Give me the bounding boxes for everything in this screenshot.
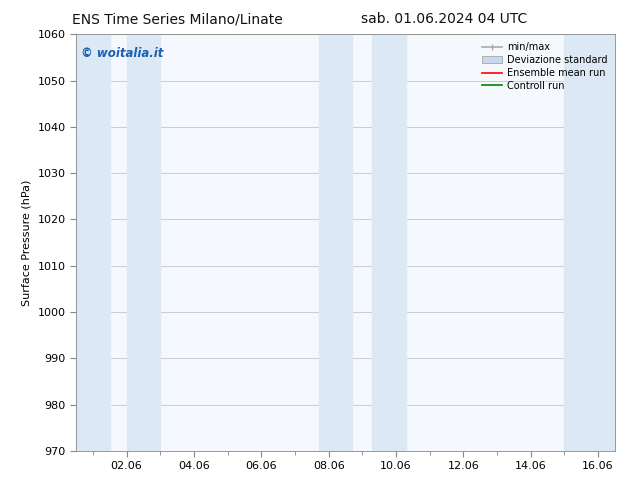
Text: sab. 01.06.2024 04 UTC: sab. 01.06.2024 04 UTC [361, 12, 527, 26]
Text: ENS Time Series Milano/Linate: ENS Time Series Milano/Linate [72, 12, 283, 26]
Text: © woitalia.it: © woitalia.it [81, 47, 164, 60]
Bar [127, 34, 160, 451]
Bar [318, 34, 353, 451]
Y-axis label: Surface Pressure (hPa): Surface Pressure (hPa) [22, 179, 32, 306]
Bar [564, 34, 615, 451]
Bar [373, 34, 406, 451]
Bar [76, 34, 110, 451]
Legend: min/max, Deviazione standard, Ensemble mean run, Controll run: min/max, Deviazione standard, Ensemble m… [479, 39, 610, 94]
